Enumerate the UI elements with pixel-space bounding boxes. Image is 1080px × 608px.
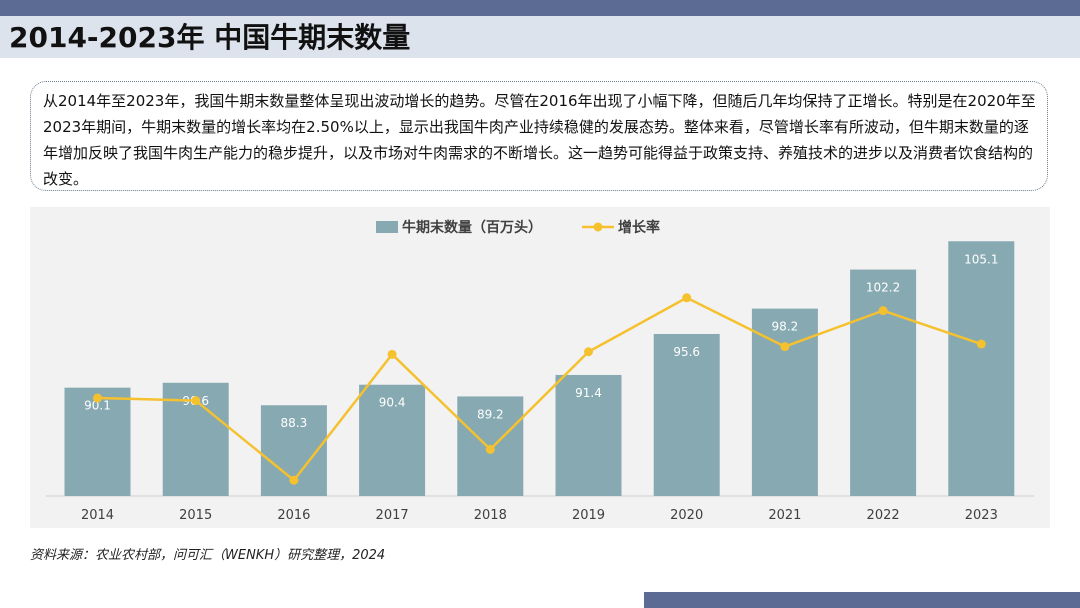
chart-legend: 牛期末数量（百万头） 增长率 xyxy=(376,219,660,236)
x-tick-label: 2018 xyxy=(474,508,507,523)
page-title: 2014-2023年 中国牛期末数量 xyxy=(9,21,411,54)
growth-rate-point xyxy=(878,306,888,316)
chart-svg: 牛期末数量（百万头） 增长率 90.190.688.390.489.291.49… xyxy=(46,219,1034,523)
growth-rate-point xyxy=(93,393,102,403)
bar xyxy=(850,269,917,496)
x-tick-label: 2014 xyxy=(81,508,114,523)
bar xyxy=(653,333,720,496)
bar xyxy=(555,374,622,496)
growth-rate-point xyxy=(191,396,201,406)
legend-bar-swatch xyxy=(376,221,398,233)
chart-area: 牛期末数量（百万头） 增长率 90.190.688.390.489.291.49… xyxy=(30,207,1050,528)
legend-line-marker xyxy=(593,222,603,232)
growth-rate-point xyxy=(485,444,495,454)
growth-rate-point xyxy=(289,475,299,485)
bar-data-label: 89.2 xyxy=(477,407,504,421)
x-tick-label: 2015 xyxy=(179,508,212,523)
bar-data-label: 98.2 xyxy=(772,320,799,334)
bar-data-label: 102.2 xyxy=(866,281,900,295)
growth-rate-point xyxy=(976,339,986,349)
growth-rate-point xyxy=(584,347,593,357)
growth-rate-line xyxy=(97,296,982,482)
summary-text: 从2014年至2023年，我国牛期末数量整体呈现出波动增长的趋势。尽管在2016… xyxy=(43,92,1036,188)
title-bar xyxy=(0,16,1080,58)
bar-data-label: 95.6 xyxy=(673,345,700,359)
summary-box: 从2014年至2023年，我国牛期末数量整体呈现出波动增长的趋势。尽管在2016… xyxy=(30,81,1048,191)
growth-rate-point xyxy=(780,342,790,352)
bar-data-label: 90.1 xyxy=(84,399,111,413)
top-band xyxy=(0,0,1080,16)
bar xyxy=(64,387,131,496)
bar xyxy=(359,384,426,496)
bar-data-label: 105.1 xyxy=(964,252,998,266)
x-tick-label: 2021 xyxy=(768,508,801,523)
bar-data-label: 91.4 xyxy=(575,386,602,400)
x-tick-label: 2023 xyxy=(965,508,998,523)
bar-data-label: 88.3 xyxy=(281,416,308,430)
x-tick-label: 2019 xyxy=(572,508,605,523)
legend-line-label: 增长率 xyxy=(618,219,660,236)
legend-bar-label: 牛期末数量（百万头） xyxy=(402,219,542,236)
bottom-band xyxy=(644,592,1080,608)
bar xyxy=(751,308,818,496)
source-note: 资料来源：农业农村部，问可汇（WENKH）研究整理，2024 xyxy=(30,548,386,563)
x-tick-label: 2020 xyxy=(670,508,703,523)
x-tick-label: 2017 xyxy=(376,508,409,523)
growth-rate-point xyxy=(682,293,692,303)
bar xyxy=(948,241,1015,496)
growth-rate-point xyxy=(387,349,397,359)
bar-data-label: 90.4 xyxy=(379,396,406,410)
x-tick-label: 2016 xyxy=(277,508,310,523)
x-tick-label: 2022 xyxy=(867,508,900,523)
